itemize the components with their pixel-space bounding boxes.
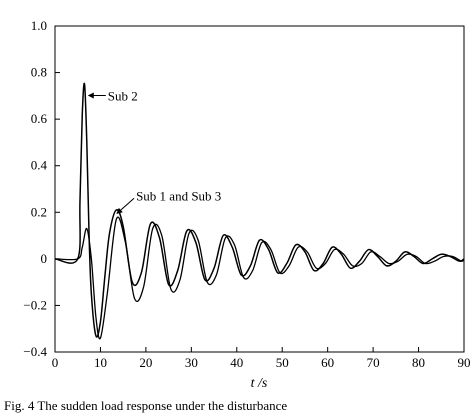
annotation-sub2: Sub 2 — [108, 89, 138, 104]
y-tick-label: 0.6 — [31, 111, 48, 126]
y-tick-label: 0.4 — [31, 158, 48, 173]
y-tick-label: 1.0 — [31, 18, 47, 33]
x-tick-label: 70 — [367, 355, 380, 370]
y-tick-label: 0.2 — [31, 204, 47, 219]
figure-caption: Fig. 4 The sudden load response under th… — [4, 398, 288, 413]
x-tick-label: 50 — [276, 355, 289, 370]
x-tick-label: 40 — [230, 355, 243, 370]
x-tick-label: 30 — [185, 355, 198, 370]
y-tick-label: 0.8 — [31, 65, 47, 80]
annotation-arrow-sub13 — [116, 197, 135, 214]
y-tick-label: −0.2 — [23, 297, 47, 312]
x-axis-label: t /s — [251, 376, 268, 391]
x-tick-label: 60 — [321, 355, 334, 370]
y-axis-ticks: −0.4 −0.2 0 0.2 0.4 0.6 0.8 1.0 — [23, 18, 60, 359]
y-tick-label: 0 — [41, 251, 48, 266]
series-layer — [54, 82, 465, 340]
x-tick-label: 10 — [94, 355, 107, 370]
series-line-1 — [54, 82, 465, 338]
x-tick-label: 80 — [412, 355, 425, 370]
x-tick-label: 90 — [458, 355, 471, 370]
x-axis-ticks: 0 10 20 30 40 50 60 70 80 90 — [52, 347, 471, 370]
annotation-sub1-sub3: Sub 1 and Sub 3 — [136, 188, 221, 203]
x-tick-label: 20 — [139, 355, 152, 370]
x-tick-label: 0 — [52, 355, 59, 370]
series-line-2 — [54, 216, 465, 340]
plot-frame — [54, 25, 465, 353]
y-tick-label: −0.4 — [23, 344, 47, 359]
annotation-layer: Sub 2 Sub 1 and Sub 3 — [87, 89, 221, 214]
